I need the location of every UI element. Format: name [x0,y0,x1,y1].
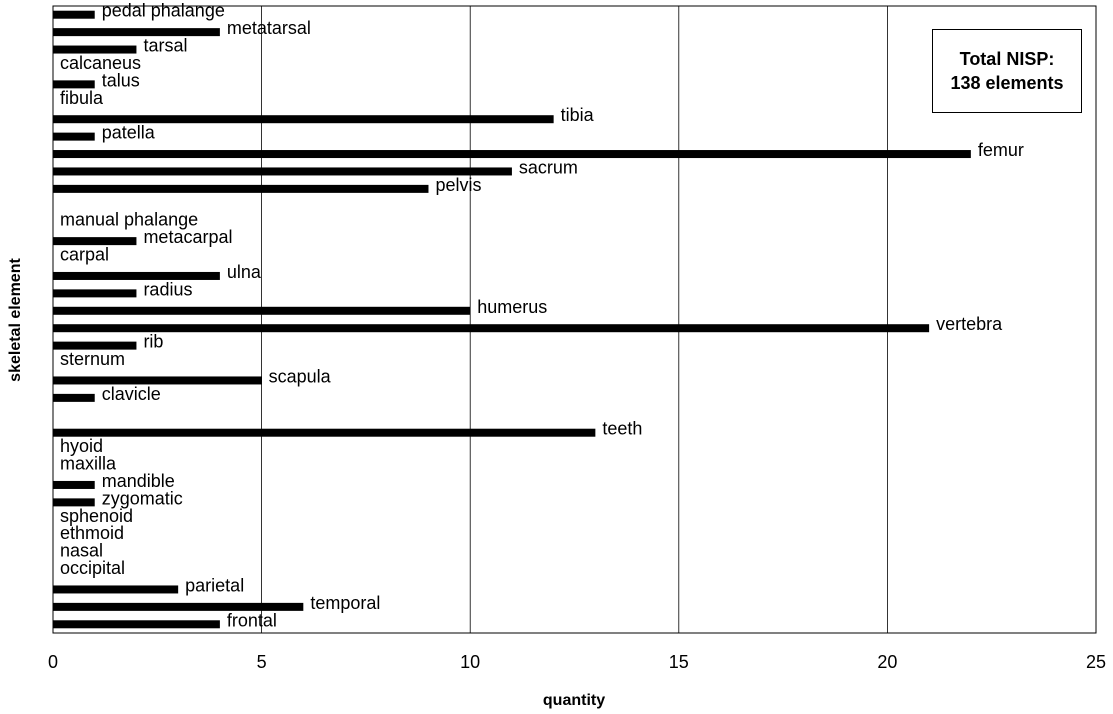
bar-label-parietal: parietal [185,575,244,595]
x-tick-label: 20 [877,652,897,672]
bar-clavicle [53,393,95,402]
bar-label-calcaneus: calcaneus [60,53,141,73]
bar-frontal [53,620,220,629]
bar-label-femur: femur [978,140,1024,160]
bar-pelvis [53,184,429,193]
bar-label-zygomatic: zygomatic [102,488,183,508]
bar-rib [53,341,137,350]
bar-tibia [53,115,554,124]
bar-label-sphenoid: sphenoid [60,506,133,526]
bar-talus [53,80,95,89]
bar-label-teeth: teeth [602,419,642,439]
bar-label-patella: patella [102,123,156,143]
bar-label-tarsal: tarsal [143,36,187,56]
bar-label-hyoid: hyoid [60,436,103,456]
bar-label-pedal-phalange: pedal phalange [102,1,225,21]
bar-label-vertebra: vertebra [936,314,1003,334]
bar-label-talus: talus [102,70,140,90]
bar-ulna [53,271,220,280]
bar-zygomatic [53,498,95,507]
bar-label-metacarpal: metacarpal [143,227,232,247]
bar-radius [53,289,137,298]
bar-label-mandible: mandible [102,471,175,491]
bar-label-rib: rib [143,332,163,352]
x-tick-label: 15 [669,652,689,672]
bar-parietal [53,585,179,594]
x-tick-label: 10 [460,652,480,672]
total-nisp-annotation: Total NISP: 138 elements [932,29,1082,113]
plot-area [52,5,1097,634]
bar-scapula [53,376,262,385]
bar-femur [53,150,971,159]
bar-label-scapula: scapula [269,366,332,386]
gridlines [261,6,888,633]
bar-metatarsal [53,28,220,37]
bar-label-humerus: humerus [477,297,547,317]
x-tick-label: 5 [257,652,267,672]
bar-label-metatarsal: metatarsal [227,18,311,38]
y-axis-title: skeletal element [7,258,24,382]
bar-labels: pedal phalangemetatarsaltarsalcalcaneust… [60,1,1024,631]
bar-tarsal [53,45,137,54]
bar-label-fibula: fibula [60,88,104,108]
bar-label-radius: radius [143,279,192,299]
bar-patella [53,132,95,141]
bar-pedal-phalange [53,10,95,19]
annotation-line-2: 138 elements [950,73,1064,93]
bar-label-sternum: sternum [60,349,125,369]
x-axis-ticks: 0 5 10 15 20 25 [48,652,1106,672]
bar-label-manual-phalange: manual phalange [60,210,198,230]
bar-metacarpal [53,237,137,246]
bar-label-tibia: tibia [561,105,595,125]
bar-label-ulna: ulna [227,262,262,282]
bar-sacrum [53,167,512,176]
bar-label-pelvis: pelvis [435,175,481,195]
bar-label-nasal: nasal [60,541,103,561]
bar-mandible [53,480,95,489]
x-tick-label: 0 [48,652,58,672]
x-tick-label: 25 [1086,652,1106,672]
bar-label-temporal: temporal [310,593,380,613]
bar-label-sacrum: sacrum [519,157,578,177]
bar-humerus [53,306,471,315]
bar-label-occipital: occipital [60,558,125,578]
annotation-line-1: Total NISP: [959,49,1055,69]
bar-label-carpal: carpal [60,245,109,265]
bars [53,10,971,629]
bar-vertebra [53,324,930,333]
bar-teeth [53,428,596,437]
bar-temporal [53,602,304,611]
x-axis-title: quantity [543,692,605,709]
bar-label-clavicle: clavicle [102,384,161,404]
bar-label-maxilla: maxilla [60,454,117,474]
bar-label-frontal: frontal [227,610,277,630]
bar-label-ethmoid: ethmoid [60,523,124,543]
